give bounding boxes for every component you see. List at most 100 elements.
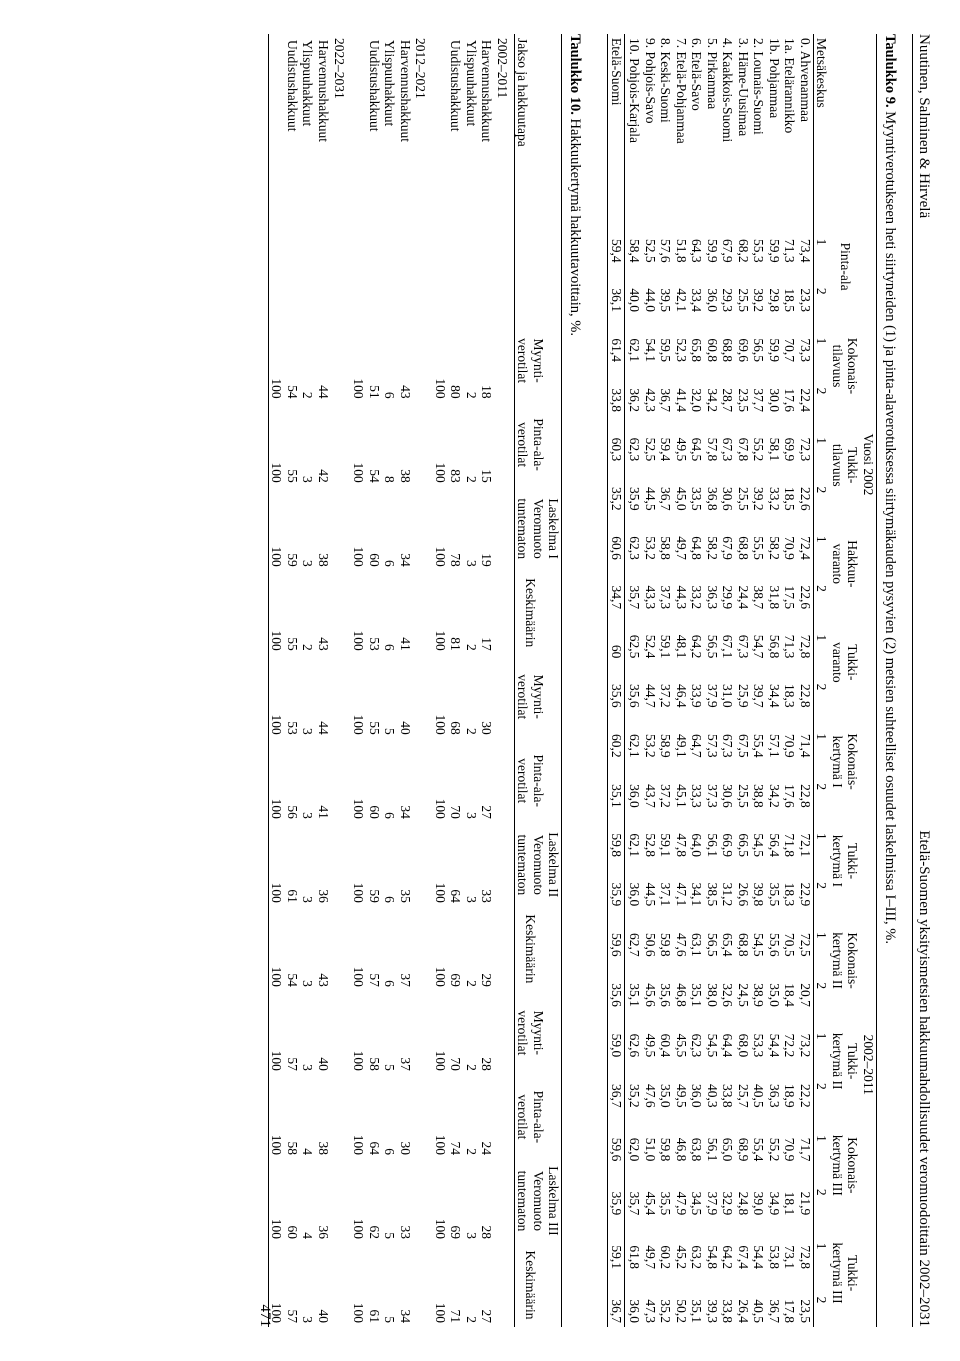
cell: 49,7 — [642, 1219, 658, 1273]
cell: 48,1 — [673, 613, 689, 662]
table9-pair-header: Kokonais-kertymä I — [829, 712, 860, 812]
cell: 74 — [448, 1075, 464, 1159]
cell: 24,4 — [735, 564, 751, 613]
cell: 58,2 — [766, 515, 782, 564]
cell: 100 — [432, 319, 448, 403]
cell: 100 — [268, 1159, 284, 1243]
table-row: 100100100100100100100100100100100100 — [351, 34, 367, 1327]
cell: 70 — [448, 739, 464, 823]
cell: 59,6 — [608, 1112, 625, 1166]
table9-subhead: 2 — [813, 1061, 829, 1111]
cell: 2 — [463, 907, 479, 991]
table-row: Ylispuuhakkuut233233333443 — [300, 34, 316, 1327]
cell: 62,1 — [627, 812, 643, 861]
cell: 100 — [432, 1243, 448, 1327]
cell: 60 — [608, 613, 625, 662]
cell: 36,0 — [627, 1273, 643, 1327]
cell: 83 — [448, 403, 464, 487]
cell: 33,9 — [689, 662, 705, 711]
cell: 73,1 — [782, 1219, 798, 1273]
cell: 47,8 — [673, 812, 689, 861]
table9-total-row: Etelä-Suomi59,436,161,433,860,335,260,63… — [608, 34, 625, 1327]
cell: 64 — [448, 823, 464, 907]
row-label: Uudistushakkuut — [284, 34, 300, 319]
cell: 6 — [382, 319, 398, 403]
cell: 3 — [300, 403, 316, 487]
cell: 33,8 — [608, 366, 625, 416]
cell: 54,4 — [766, 1011, 782, 1061]
cell: 57,1 — [766, 712, 782, 762]
cell: 49,5 — [673, 1061, 689, 1111]
table10: Jakso ja hakkuutapa Laskelma I Laskelma … — [268, 34, 562, 1327]
cell: 25,5 — [735, 465, 751, 514]
cell: 2 — [463, 403, 479, 487]
cell: 52,4 — [642, 613, 658, 662]
cell: 57,6 — [658, 217, 674, 266]
cell: 38 — [316, 1075, 332, 1159]
period-label: 2002–2011 — [494, 34, 514, 1327]
cell: 100 — [351, 823, 367, 907]
period-row: 2012–2021 — [413, 34, 433, 1327]
cell: 21,9 — [797, 1165, 813, 1219]
cell: 54,8 — [704, 1219, 720, 1273]
cell: 37,1 — [658, 861, 674, 910]
cell: 54,4 — [751, 1219, 767, 1273]
cell: 62,3 — [627, 416, 643, 465]
table10-subhead: Myynti-verotilat — [514, 991, 546, 1075]
cell: 60,6 — [608, 515, 625, 564]
cell: 43,3 — [642, 564, 658, 613]
cell: 53,8 — [766, 1219, 782, 1273]
table-row: 1b. Pohjanmaa59,929,859,930,058,133,258,… — [766, 34, 782, 1327]
row-label: Ylispuuhakkuut — [463, 34, 479, 319]
cell: 39,0 — [751, 1165, 767, 1219]
cell: 60,4 — [658, 1011, 674, 1061]
row-label: Harvennushakkuut — [397, 34, 413, 319]
cell: 72,8 — [797, 1219, 813, 1273]
cell: 38,7 — [751, 564, 767, 613]
cell: 59,5 — [658, 316, 674, 366]
table9-pair-header: Tukki-kertymä III — [829, 1219, 860, 1327]
table9-caption-bold: Taulukko 9. — [882, 34, 898, 108]
cell: 56,8 — [766, 613, 782, 662]
row-label: Harvennushakkuut — [479, 34, 495, 319]
cell: 56,5 — [704, 910, 720, 960]
cell: 70,9 — [782, 712, 798, 762]
cell: 35,7 — [627, 564, 643, 613]
cell: 61 — [284, 823, 300, 907]
cell: 67,4 — [735, 1219, 751, 1273]
cell: 17,6 — [782, 366, 798, 416]
cell: 34,2 — [704, 366, 720, 416]
cell: 54,1 — [642, 316, 658, 366]
header-authors: Nuutinen, Salminen & Hirvelä — [915, 34, 932, 218]
cell: 62,3 — [627, 515, 643, 564]
table9-subhead: 2 — [813, 961, 829, 1011]
cell: 71,3 — [782, 217, 798, 266]
cell: 3 — [300, 655, 316, 739]
table9-pair-header: Hakkuu-varanto — [829, 515, 860, 614]
cell: 54,7 — [751, 613, 767, 662]
cell: 67,5 — [735, 712, 751, 762]
table9-pair-header: Pinta-ala — [829, 217, 860, 316]
cell: 35,1 — [627, 961, 643, 1011]
cell: 67,3 — [720, 416, 736, 465]
cell: 59,9 — [766, 217, 782, 266]
cell: 62,1 — [627, 316, 643, 366]
cell: 70,9 — [782, 1112, 798, 1166]
cell: 100 — [268, 655, 284, 739]
cell: 45,6 — [642, 961, 658, 1011]
table9-pair-header: Tukki-kertymä I — [829, 812, 860, 911]
cell: 61,4 — [608, 316, 625, 366]
cell: 30,0 — [766, 366, 782, 416]
page-number: 471 — [256, 1305, 273, 1328]
cell: 41,4 — [673, 366, 689, 416]
cell: 59,4 — [658, 416, 674, 465]
table10-caption-bold: Taulukko 10. — [567, 34, 583, 115]
table9-subhead: 1 — [813, 1219, 829, 1273]
cell: 100 — [432, 739, 448, 823]
cell: 56,1 — [704, 812, 720, 861]
cell: 49,5 — [642, 1011, 658, 1061]
total-label: Etelä-Suomi — [608, 34, 625, 217]
cell: 33,2 — [689, 564, 705, 613]
row-label: 1b. Pohjanmaa — [766, 34, 782, 217]
cell: 18,3 — [782, 662, 798, 711]
